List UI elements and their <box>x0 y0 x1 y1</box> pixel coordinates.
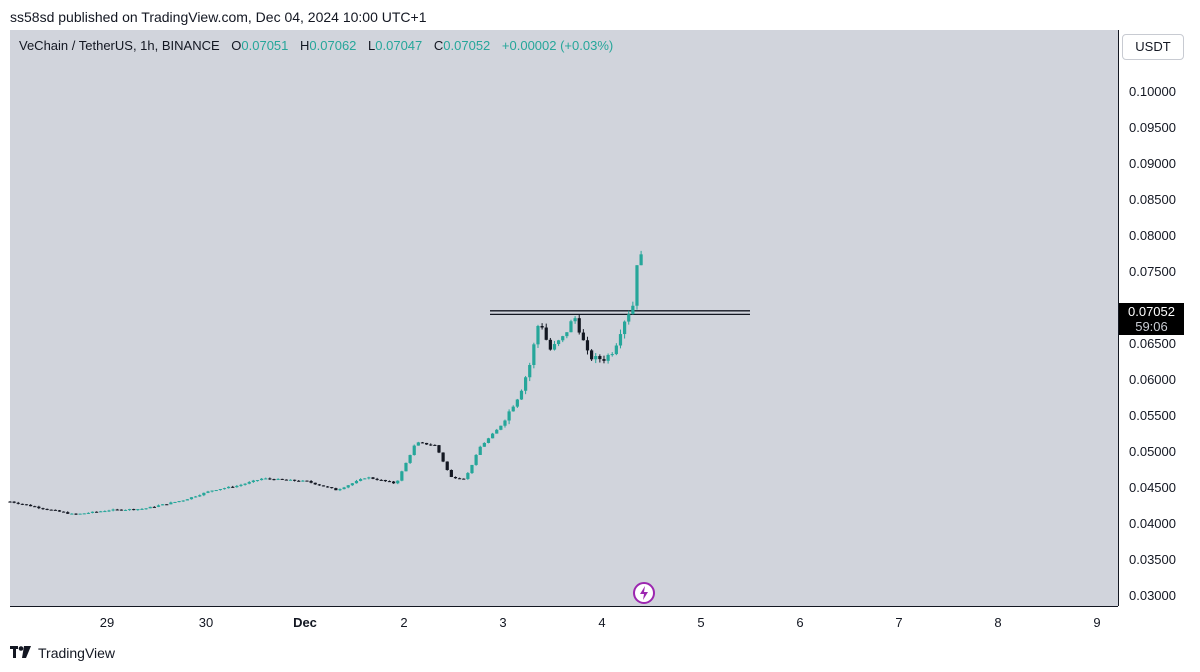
x-tick-label: 29 <box>100 615 114 630</box>
bar-countdown: 59:06 <box>1135 319 1168 334</box>
change-value: +0.00002 (+0.03%) <box>501 38 614 53</box>
low-label: L <box>368 38 376 53</box>
x-tick-label: 5 <box>697 615 704 630</box>
x-tick-label: 2 <box>400 615 407 630</box>
tradingview-logo-icon[interactable] <box>10 645 32 661</box>
x-tick-label: 7 <box>895 615 902 630</box>
lightning-icon[interactable] <box>633 582 655 604</box>
y-tick-label: 0.06000 <box>1129 372 1176 387</box>
brand-name[interactable]: TradingView <box>38 645 116 661</box>
y-tick-label: 0.05000 <box>1129 444 1176 459</box>
x-tick-label: 6 <box>796 615 803 630</box>
close-value: 0.07052 <box>443 38 491 53</box>
x-tick-label: 9 <box>1093 615 1100 630</box>
x-tick-label: 8 <box>994 615 1001 630</box>
time-axis[interactable]: 29 30 Dec 2 3 4 5 6 7 8 9 <box>10 606 1118 635</box>
chart-pane[interactable] <box>10 30 1118 606</box>
high-label: H <box>300 38 310 53</box>
y-tick-label: 0.09000 <box>1129 156 1176 171</box>
y-tick-label: 0.08000 <box>1129 228 1176 243</box>
last-price-tag: 0.07052 59:06 <box>1119 303 1184 335</box>
y-tick-label: 0.07500 <box>1129 264 1176 279</box>
x-tick-label: 3 <box>499 615 506 630</box>
high-value: 0.07062 <box>309 38 357 53</box>
low-value: 0.07047 <box>375 38 423 53</box>
x-tick-label: 4 <box>598 615 605 630</box>
open-value: 0.07051 <box>241 38 289 53</box>
y-tick-label: 0.10000 <box>1129 84 1176 99</box>
y-tick-label: 0.09500 <box>1129 120 1176 135</box>
footer: TradingView <box>10 645 115 661</box>
last-price: 0.07052 <box>1128 304 1175 319</box>
y-tick-label: 0.05500 <box>1129 408 1176 423</box>
y-tick-label: 0.04500 <box>1129 480 1176 495</box>
y-tick-label: 0.04000 <box>1129 516 1176 531</box>
y-tick-label: 0.03000 <box>1129 588 1176 603</box>
publisher-line: ss58sd published on TradingView.com, Dec… <box>10 9 427 25</box>
x-tick-label: 30 <box>199 615 213 630</box>
x-tick-label: Dec <box>293 615 317 630</box>
currency-button[interactable]: USDT <box>1122 34 1184 60</box>
y-tick-label: 0.08500 <box>1129 192 1176 207</box>
symbol-title[interactable]: VeChain / TetherUS, 1h, BINANCE <box>19 38 220 53</box>
close-label: C <box>433 38 444 53</box>
ohlc-legend: VeChain / TetherUS, 1h, BINANCE O0.07051… <box>19 38 613 53</box>
y-tick-label: 0.06500 <box>1129 336 1176 351</box>
open-label: O <box>231 38 242 53</box>
y-tick-label: 0.03500 <box>1129 552 1176 567</box>
